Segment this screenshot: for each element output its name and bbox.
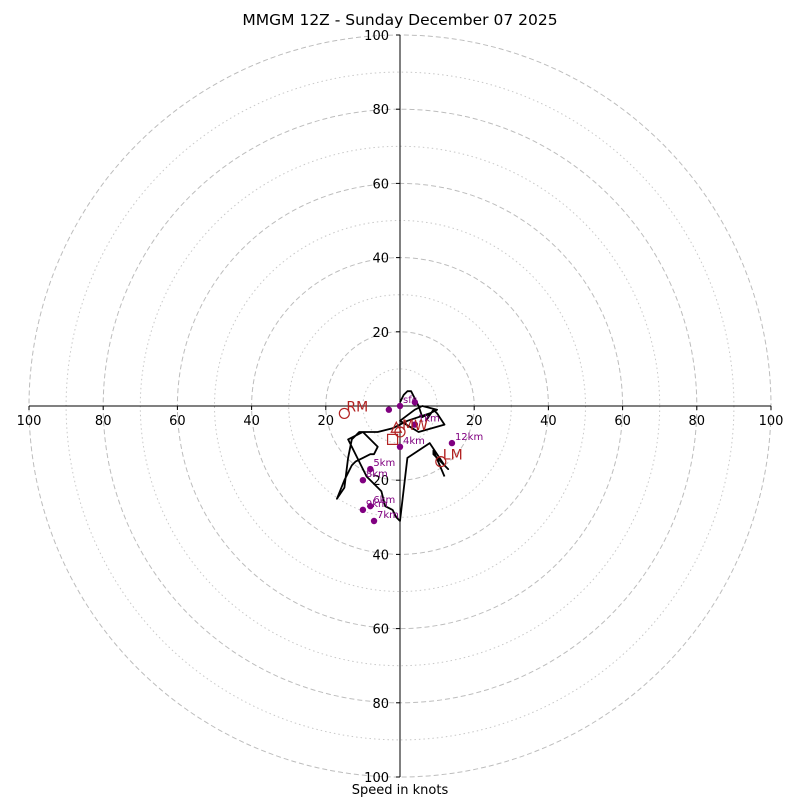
- height-marker: [359, 506, 367, 514]
- height-marker: [396, 402, 404, 410]
- x-tick-label: 40: [540, 414, 557, 429]
- y-tick-label: 60: [372, 177, 389, 192]
- height-marker: [396, 443, 404, 451]
- y-tick-label: 20: [372, 326, 389, 341]
- height-marker: [411, 421, 419, 428]
- height-marker-label: 6km: [373, 495, 395, 506]
- storm-motion-marker: [338, 407, 350, 420]
- x-tick-label: 80: [689, 414, 706, 429]
- height-marker-label: 12km: [455, 432, 483, 443]
- height-marker-label: 4km: [403, 436, 425, 447]
- storm-motion-label: RM: [346, 399, 368, 415]
- x-tick-label: 80: [95, 414, 112, 429]
- height-marker-label: 5km: [373, 458, 395, 469]
- y-tick-label: 40: [372, 252, 389, 267]
- y-tick-label: 80: [372, 697, 389, 712]
- storm-motion-triangle-marker: [390, 420, 403, 433]
- y-tick-label: 100: [364, 771, 389, 786]
- y-tick-label: 40: [372, 548, 389, 563]
- height-marker: [370, 517, 378, 525]
- height-marker-label: 7km: [377, 510, 399, 521]
- height-marker: [359, 477, 367, 484]
- storm-motion-label: MW: [402, 418, 428, 434]
- y-tick-label: 60: [372, 623, 389, 638]
- storm-motion-markers: RM MW LM: [338, 399, 463, 468]
- storm-motion-label: LM: [443, 448, 463, 464]
- x-tick-label: 100: [759, 414, 784, 429]
- x-tick-label: 60: [169, 414, 186, 429]
- x-tick-label: 20: [466, 414, 483, 429]
- chart-title: MMGM 12Z - Sunday December 07 2025: [242, 11, 558, 29]
- height-marker-label: 8km: [366, 469, 388, 480]
- y-tick-label: 80: [372, 103, 389, 118]
- height-marker: [411, 399, 419, 406]
- height-marker: [448, 439, 456, 447]
- tick-labels: 100 80 60 40 20 20 40 60 80 100100806040202040608…: [17, 29, 784, 786]
- height-marker-label: 1km: [418, 414, 440, 425]
- y-tick-label: 100: [364, 29, 389, 44]
- height-marker-label: sfc: [403, 395, 417, 406]
- height-marker-label: 9km: [366, 499, 388, 510]
- x-axis-label: Speed in knots: [351, 783, 449, 798]
- height-marker: [367, 465, 374, 473]
- x-tick-label: 60: [614, 414, 631, 429]
- x-tick-label: 20: [318, 414, 335, 429]
- height-marker: [367, 502, 374, 510]
- hodograph-trace-group: [335, 390, 450, 522]
- storm-motion-square-marker: [386, 433, 399, 445]
- x-tick-label: 100: [17, 414, 42, 429]
- storm-motion-marker: [435, 456, 447, 468]
- hodograph-trace: [335, 390, 450, 522]
- x-tick-label: 40: [243, 414, 260, 429]
- height-marker: [385, 406, 393, 413]
